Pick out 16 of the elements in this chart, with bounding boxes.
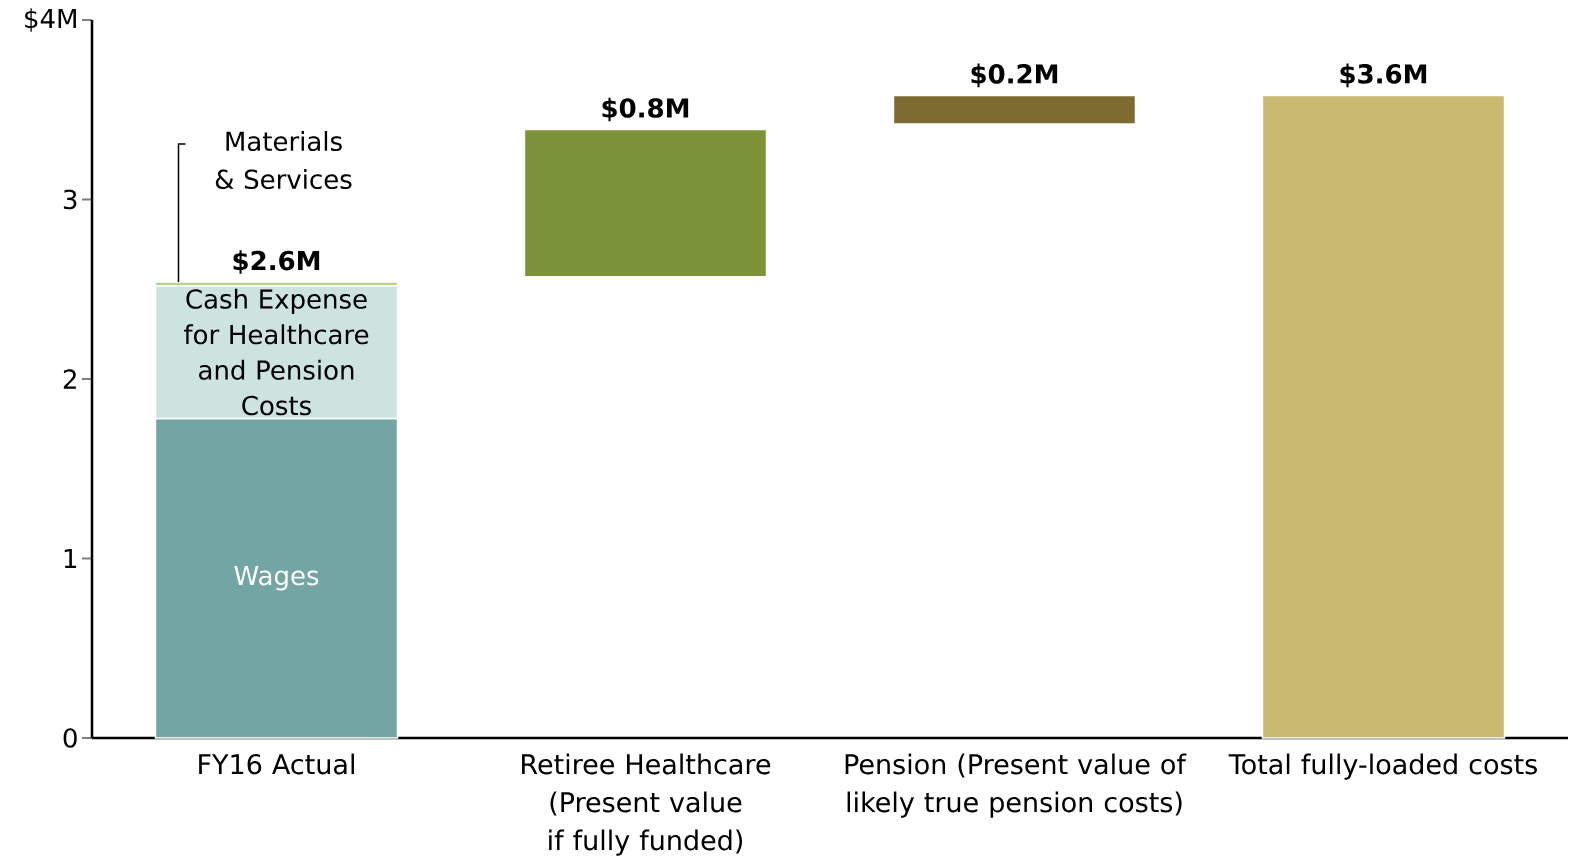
x-tick-label: FY16 Actual	[199, 753, 354, 775]
y-tick-label: 3	[63, 189, 77, 210]
y-tick-label: $4M	[25, 8, 76, 32]
y-tick-label: 0	[63, 728, 77, 748]
total-label: $3.6M	[1340, 63, 1427, 88]
x-tick-label: Pension (Present value of likely true pension costs)	[845, 753, 1187, 818]
x-tick-label: Retiree Healthcare (Present value if fully funded)	[522, 753, 771, 856]
text: Materials & Services	[215, 130, 352, 190]
series-label: Cash Expense for Healthcare and Pension Costs	[184, 288, 369, 416]
y-tick-label: 1	[64, 549, 77, 568]
total-label: $2.6M	[233, 250, 320, 274]
total-label: $0.8M	[602, 97, 689, 122]
y-tick-label: 2	[63, 369, 76, 389]
x-tick-label: Total fully-loaded costs	[1228, 753, 1537, 780]
total-label: $0.2M	[971, 63, 1058, 88]
series-label: Wages	[234, 566, 319, 591]
